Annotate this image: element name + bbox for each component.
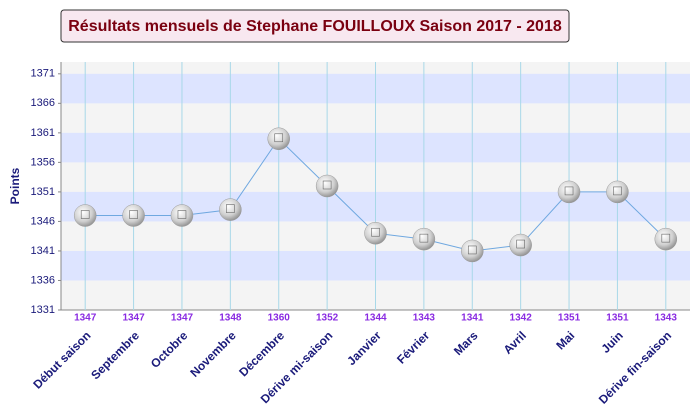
- point: [606, 180, 629, 204]
- x-tick-label: Juin: [598, 328, 625, 355]
- point-icon: [129, 210, 138, 219]
- value-label: 1348: [219, 313, 242, 324]
- value-label: 1344: [364, 313, 387, 324]
- value-label: 1342: [510, 313, 533, 324]
- point-icon: [613, 186, 622, 196]
- point: [654, 227, 678, 251]
- point: [122, 204, 145, 227]
- value-label: 1360: [268, 313, 291, 324]
- point-icon: [177, 210, 187, 219]
- x-tick-label: Mars: [451, 328, 481, 358]
- value-label: 1341: [461, 313, 484, 324]
- y-tick-label: 1331: [31, 304, 55, 316]
- chart-title: Résultats mensuels de Stephane FOUILLOUX…: [68, 18, 562, 35]
- point-icon: [564, 186, 574, 196]
- value-label: 1343: [655, 313, 678, 324]
- point: [412, 227, 436, 251]
- x-tick-label: Février: [394, 328, 432, 366]
- y-tick-label: 1371: [31, 68, 55, 80]
- point-icon: [516, 239, 525, 249]
- point-icon: [661, 233, 671, 243]
- point-icon: [274, 133, 284, 143]
- x-tick-label: Début saison: [30, 328, 93, 391]
- y-tick-label: 1336: [31, 274, 55, 286]
- x-tick-label: Septembre: [88, 328, 142, 382]
- value-label: 1352: [316, 313, 339, 324]
- point: [509, 233, 532, 257]
- y-tick-label: 1361: [31, 127, 55, 139]
- point-icon: [371, 227, 380, 237]
- point-icon: [322, 180, 332, 190]
- y-tick-label: 1346: [31, 215, 55, 227]
- x-tick-label: Octobre: [148, 328, 191, 371]
- point: [73, 204, 97, 227]
- y-tick-label: 1351: [31, 186, 55, 198]
- y-tick-label: 1366: [31, 97, 55, 109]
- value-label: 1351: [558, 313, 581, 324]
- point: [557, 180, 581, 204]
- point: [267, 127, 290, 151]
- value-label: 1347: [74, 313, 97, 324]
- y-tick-label: 1341: [31, 245, 55, 257]
- value-label: 1343: [413, 313, 436, 324]
- x-tick-label: Mai: [553, 328, 577, 352]
- point: [364, 221, 387, 245]
- x-tick-label: Avril: [501, 328, 529, 356]
- point: [170, 204, 194, 227]
- x-tick-label: Janvier: [344, 328, 384, 368]
- point: [219, 198, 242, 221]
- point-icon: [226, 204, 235, 213]
- value-label: 1351: [606, 313, 629, 324]
- title-box: [60, 9, 570, 43]
- y-axis-title: Points: [8, 167, 22, 204]
- value-label: 1347: [122, 313, 145, 324]
- point: [315, 174, 339, 198]
- point: [461, 239, 484, 263]
- value-label: 1347: [171, 313, 194, 324]
- point-icon: [80, 210, 90, 219]
- point-icon: [467, 245, 477, 255]
- x-tick-label: Novembre: [187, 328, 239, 380]
- x-tick-label: Décembre: [236, 328, 287, 379]
- y-tick-label: 1356: [31, 156, 55, 168]
- point-icon: [419, 233, 429, 243]
